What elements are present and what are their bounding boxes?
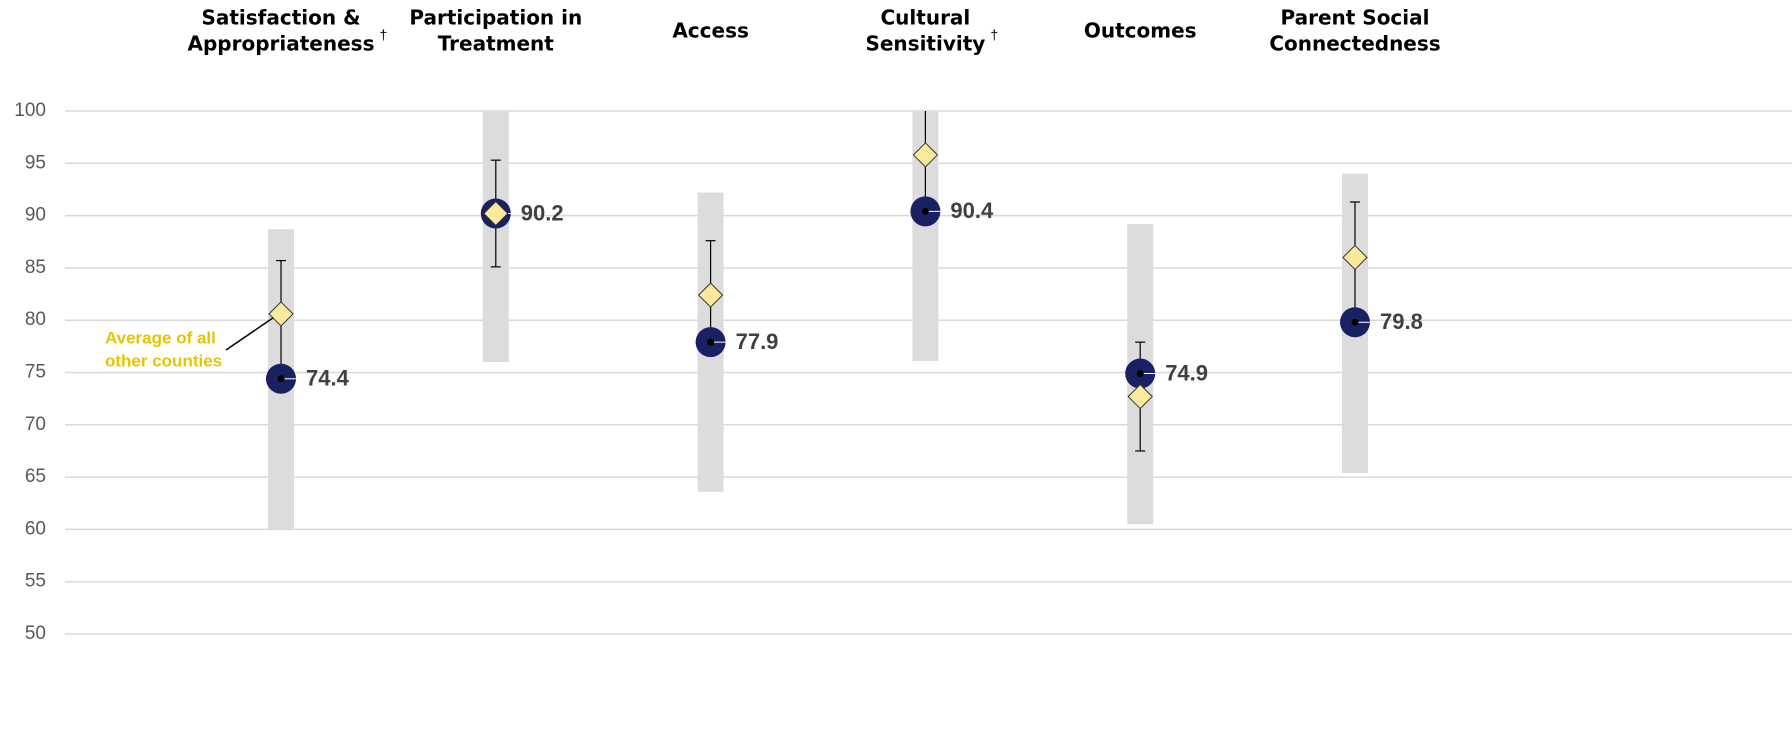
- average-diamond: [1342, 244, 1368, 271]
- category-label: Parent Social: [1280, 6, 1429, 30]
- average-diamond: [483, 200, 509, 227]
- category-label: Participation in: [409, 6, 582, 30]
- annotation-line: [225, 317, 274, 351]
- y-tick-label: 55: [25, 571, 46, 592]
- y-tick-label: 75: [25, 362, 46, 383]
- category-label: Satisfaction &: [201, 6, 360, 30]
- category-label: Treatment: [438, 32, 555, 56]
- value-label: 90.4: [950, 198, 994, 223]
- y-tick-label: 100: [14, 100, 46, 121]
- average-diamond: [1127, 383, 1153, 410]
- value-label: 74.4: [306, 366, 350, 391]
- value-label: 90.2: [521, 200, 564, 225]
- category-label: Connectedness: [1269, 32, 1440, 56]
- category-label: Access: [672, 19, 749, 43]
- labels: 50 55 60 65 70 75 80 85 90 95 100 Satisfaction &App…: [14, 6, 1440, 645]
- category-label: Appropriateness: [188, 32, 375, 56]
- county-dot-center: [277, 375, 285, 383]
- y-tick-label: 85: [25, 257, 46, 278]
- y-tick-label: 90: [25, 205, 46, 226]
- y-tick-label: 50: [25, 623, 46, 644]
- category-label: Outcomes: [1084, 19, 1197, 43]
- value-label: 74.9: [1165, 360, 1208, 385]
- county-dot-center: [921, 207, 929, 215]
- value-label: 77.9: [736, 329, 779, 354]
- county-dot-center: [1351, 318, 1359, 326]
- value-label: 79.8: [1380, 309, 1423, 334]
- y-tick-label: 60: [25, 518, 46, 539]
- y-tick-label: 65: [25, 466, 46, 487]
- category-label: Cultural: [881, 6, 971, 30]
- y-tick-label: 95: [25, 152, 46, 173]
- average-diamond: [697, 282, 724, 308]
- y-tick-label: 80: [25, 309, 46, 330]
- category-label: Sensitivity: [865, 32, 985, 56]
- county-dot-center: [707, 338, 715, 346]
- footnote-marker: †: [379, 27, 387, 43]
- county-dot-center: [1136, 370, 1144, 378]
- footnote-marker: †: [990, 27, 998, 43]
- average-diamond: [912, 142, 939, 168]
- annotation-text: Average of all: [105, 328, 216, 347]
- average-diamond: [268, 301, 294, 327]
- plot-area: [266, 111, 1371, 530]
- y-tick-label: 70: [25, 414, 46, 435]
- annotation-text: other counties: [105, 351, 222, 370]
